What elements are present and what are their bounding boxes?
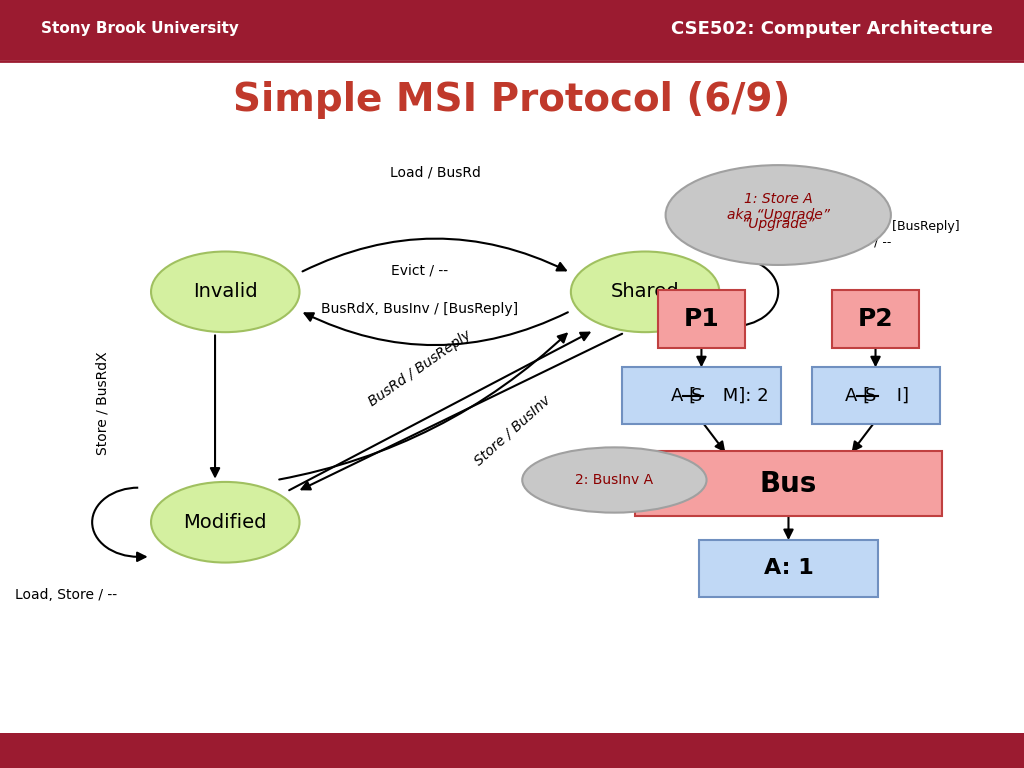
Text: Store / BusInv: Store / BusInv [471,392,553,468]
Text: A [: A [ [671,386,696,405]
FancyBboxPatch shape [0,0,1024,58]
Text: P2: P2 [858,306,893,331]
Ellipse shape [152,482,299,562]
Text: P1: P1 [684,306,719,331]
Text: Evict / --: Evict / -- [391,263,449,277]
Text: S: S [864,386,877,405]
Text: “Upgrade”: “Upgrade” [741,217,815,231]
Ellipse shape [666,165,891,265]
FancyBboxPatch shape [658,290,745,347]
FancyBboxPatch shape [0,733,1024,768]
Text: 1: Store A
aka “Upgrade”: 1: Store A aka “Upgrade” [727,192,829,223]
Text: Invalid: Invalid [193,283,258,301]
Text: Shared: Shared [610,283,680,301]
Text: Stony Brook University: Stony Brook University [41,22,239,36]
Text: Simple MSI Protocol (6/9): Simple MSI Protocol (6/9) [233,81,791,119]
Text: S: S [690,386,702,405]
Text: Store / BusRdX: Store / BusRdX [95,352,110,455]
Text: A [: A [ [845,386,870,405]
Text: Load, Store / --: Load, Store / -- [15,588,118,602]
FancyBboxPatch shape [831,290,920,347]
Text: CSE502: Computer Architecture: CSE502: Computer Architecture [672,20,993,38]
Text: BusRdX, BusInv / [BusReply]: BusRdX, BusInv / [BusReply] [322,302,518,316]
Text: Bus: Bus [760,470,817,498]
Text: BusRd / BusReply: BusRd / BusReply [366,328,474,409]
Text: BusRd / [BusReply]
Load / --: BusRd / [BusReply] Load / -- [840,220,959,248]
Ellipse shape [152,252,299,333]
Ellipse shape [522,447,707,513]
Text: Modified: Modified [183,513,267,531]
Text: A: 1: A: 1 [764,558,813,578]
FancyBboxPatch shape [698,539,879,598]
Ellipse shape [571,252,719,333]
FancyBboxPatch shape [811,367,940,424]
Text: 2: BusInv A: 2: BusInv A [575,473,653,487]
FancyBboxPatch shape [623,367,781,424]
FancyBboxPatch shape [635,452,942,516]
Text: Load / BusRd: Load / BusRd [390,166,480,180]
Polygon shape [666,465,707,495]
Text: M]: 2: M]: 2 [717,386,768,405]
Text: I]: I] [891,386,909,405]
